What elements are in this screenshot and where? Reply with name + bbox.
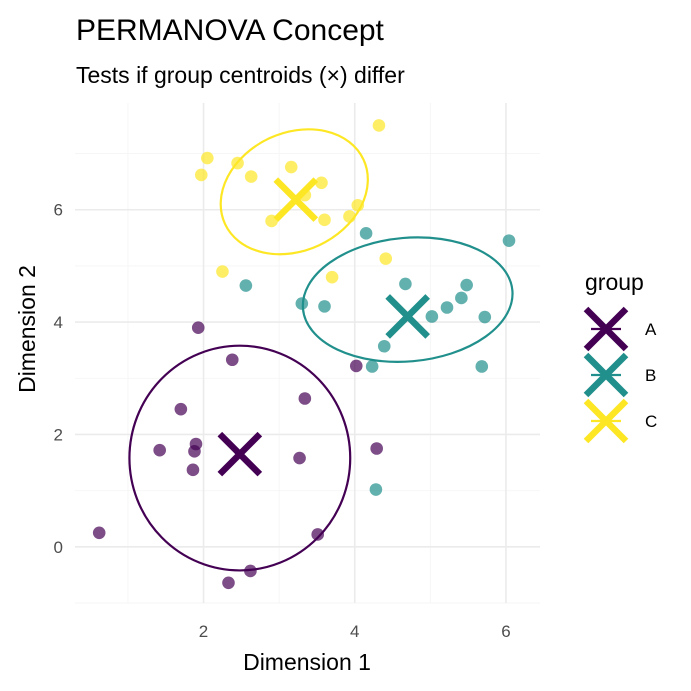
point-group-C (315, 176, 328, 190)
centroid-markers (217, 177, 430, 477)
point-group-B (440, 301, 454, 314)
point-group-B (478, 310, 492, 324)
legend: group A B C (583, 269, 657, 444)
point-group-C (379, 252, 393, 265)
point-group-B (425, 310, 439, 323)
gridlines (75, 103, 540, 604)
data-points (92, 119, 516, 590)
centroid-group-C (273, 177, 319, 222)
point-group-C (201, 151, 214, 165)
y-tick-label: 6 (54, 201, 63, 220)
point-group-C (351, 198, 365, 212)
point-group-C (244, 170, 258, 183)
legend-key-A (583, 306, 629, 352)
point-group-C (343, 210, 356, 223)
point-group-A (298, 392, 312, 405)
legend-key-B (583, 352, 629, 398)
point-group-B (475, 360, 489, 373)
x-axis-title: Dimension 1 (243, 649, 371, 675)
legend-label-B: B (645, 366, 656, 385)
x-tick-label: 2 (199, 622, 208, 641)
point-group-A (189, 437, 203, 451)
point-group-A (191, 321, 205, 335)
point-group-A (225, 353, 239, 367)
y-tick-label: 4 (54, 313, 63, 332)
plot-panel (75, 103, 540, 604)
point-group-B (460, 278, 473, 292)
point-group-A (186, 463, 200, 477)
point-group-C (318, 213, 331, 227)
point-group-B (239, 279, 253, 292)
point-group-B (359, 227, 373, 240)
chart-subtitle: Tests if group centroids (×) differ (76, 62, 405, 88)
confidence-ellipses (128, 128, 514, 572)
x-tick-label: 6 (501, 622, 510, 641)
point-group-A (222, 576, 235, 590)
point-group-C (194, 168, 208, 182)
y-tick-label: 2 (54, 425, 63, 444)
point-group-B (377, 339, 391, 353)
point-group-C (372, 119, 386, 132)
point-group-A (349, 359, 363, 373)
legend-label-C: C (645, 412, 657, 431)
ellipse-group-A (128, 344, 352, 572)
point-group-C (231, 156, 244, 170)
point-group-A (153, 443, 166, 457)
chart-title: PERMANOVA Concept (76, 14, 385, 47)
point-group-C (284, 160, 298, 174)
point-group-C (325, 270, 339, 284)
point-group-A (92, 526, 106, 540)
y-axis-title: Dimension 2 (14, 265, 40, 393)
point-group-A (174, 402, 188, 416)
point-group-B (502, 234, 516, 247)
point-group-B (365, 360, 379, 373)
point-group-A (293, 451, 306, 465)
ellipse-group-B (301, 236, 514, 363)
point-group-B (455, 291, 468, 305)
legend-title: group (585, 269, 644, 295)
legend-key-C (583, 398, 629, 444)
point-group-B (295, 297, 309, 310)
x-tick-label: 4 (350, 622, 359, 641)
y-axis-ticks: 0 2 4 6 (54, 201, 63, 557)
ellipse-group-C (219, 128, 369, 256)
point-group-B (399, 277, 412, 291)
point-group-C (216, 265, 229, 278)
centroid-group-B (385, 294, 430, 339)
point-group-B (318, 300, 331, 313)
point-group-A (370, 442, 383, 455)
centroid-group-A (217, 431, 263, 477)
y-tick-label: 0 (54, 538, 63, 557)
point-group-A (244, 564, 257, 578)
point-group-A (311, 528, 325, 541)
legend-label-A: A (645, 320, 657, 339)
point-group-B (369, 483, 383, 496)
x-axis-ticks: 2 4 6 (199, 622, 511, 641)
